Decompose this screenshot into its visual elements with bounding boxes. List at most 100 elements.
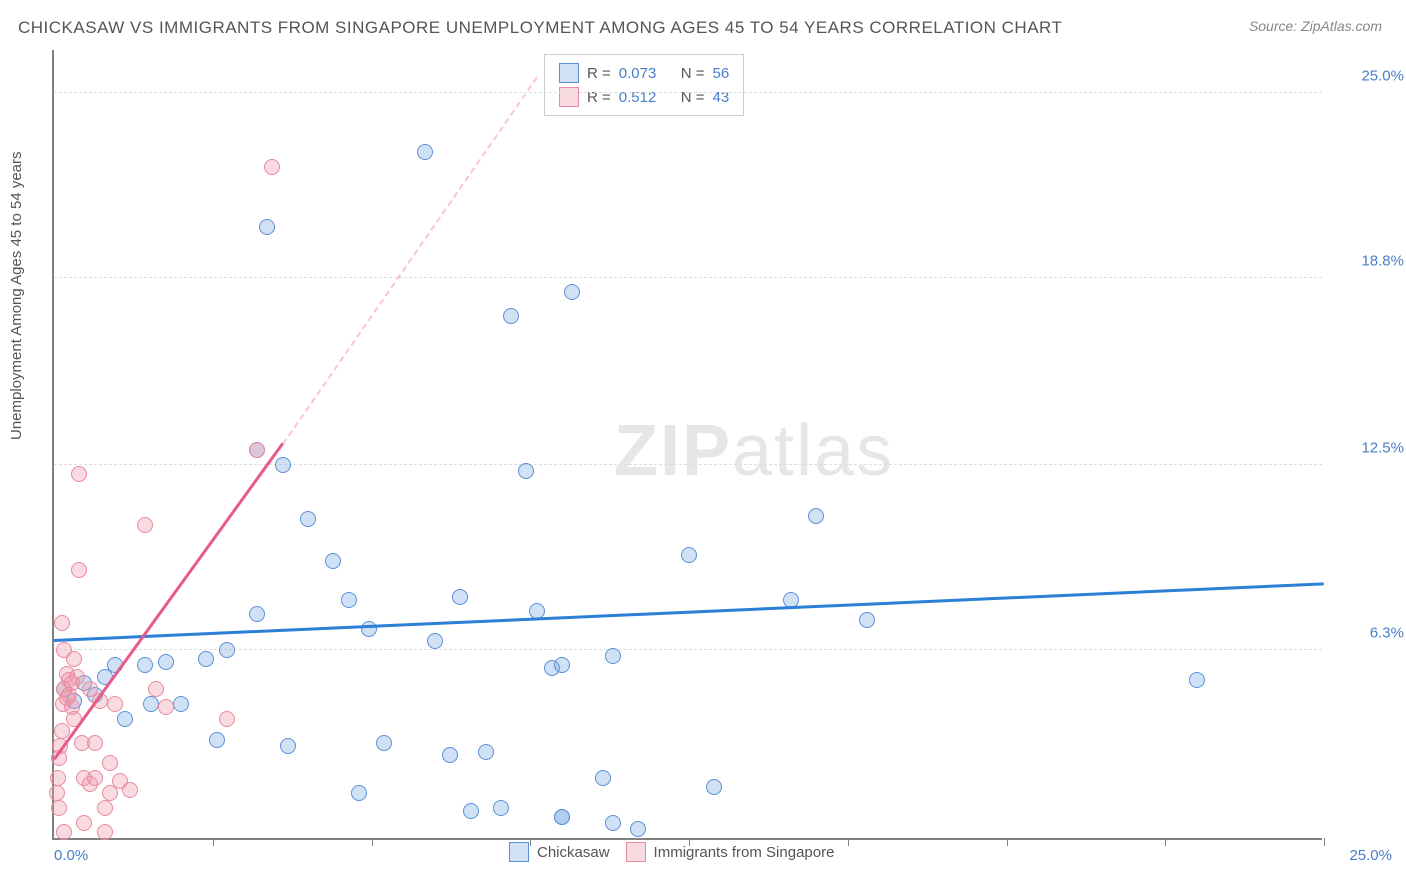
grid-line-h [54, 277, 1322, 278]
x-tick-mark [1165, 838, 1166, 846]
trend-line [54, 582, 1324, 641]
scatter-point [137, 517, 153, 533]
scatter-point [463, 803, 479, 819]
scatter-point [478, 744, 494, 760]
scatter-point [554, 809, 570, 825]
scatter-point [117, 711, 133, 727]
scatter-point [605, 648, 621, 664]
scatter-point [554, 657, 570, 673]
scatter-point [51, 800, 67, 816]
scatter-point [503, 308, 519, 324]
scatter-point [376, 735, 392, 751]
chart-title: CHICKASAW VS IMMIGRANTS FROM SINGAPORE U… [18, 18, 1062, 38]
scatter-point [605, 815, 621, 831]
scatter-point [76, 815, 92, 831]
x-tick-mark [213, 838, 214, 846]
scatter-point [69, 669, 85, 685]
scatter-point [259, 219, 275, 235]
scatter-point [341, 592, 357, 608]
x-tick-mark [530, 838, 531, 846]
scatter-point [630, 821, 646, 837]
legend-row: R =0.512N =43 [559, 85, 729, 109]
scatter-point [148, 681, 164, 697]
scatter-point [158, 699, 174, 715]
grid-line-h [54, 649, 1322, 650]
scatter-point [300, 511, 316, 527]
scatter-point [859, 612, 875, 628]
scatter-point [198, 651, 214, 667]
legend-item: Immigrants from Singapore [626, 842, 835, 862]
watermark-light: atlas [732, 411, 894, 491]
scatter-point [427, 633, 443, 649]
source-attribution: Source: ZipAtlas.com [1249, 18, 1382, 34]
scatter-point [249, 606, 265, 622]
scatter-point [249, 442, 265, 458]
scatter-point [49, 785, 65, 801]
legend-n-label: N = [681, 65, 705, 82]
scatter-point [275, 457, 291, 473]
scatter-point [71, 466, 87, 482]
scatter-point [681, 547, 697, 563]
y-tick-label: 6.3% [1334, 625, 1404, 642]
grid-line-h [54, 464, 1322, 465]
scatter-point [493, 800, 509, 816]
scatter-point [219, 642, 235, 658]
scatter-point [595, 770, 611, 786]
legend-item: Chickasaw [509, 842, 610, 862]
scatter-point [564, 284, 580, 300]
x-tick-mark [689, 838, 690, 846]
scatter-point [209, 732, 225, 748]
legend-r-label: R = [587, 65, 611, 82]
legend-n-value: 56 [713, 65, 730, 82]
trend-line [282, 76, 538, 444]
series-legend: Chickasaw Immigrants from Singapore [509, 842, 834, 862]
watermark: ZIPatlas [614, 410, 894, 492]
scatter-point [808, 508, 824, 524]
correlation-legend: R = 0.073 N = 56 R =0.512N =43 [544, 54, 744, 116]
scatter-point [54, 615, 70, 631]
legend-label: Chickasaw [537, 844, 610, 861]
y-tick-label: 18.8% [1334, 252, 1404, 269]
x-tick-max: 25.0% [1349, 847, 1392, 864]
scatter-point [107, 696, 123, 712]
scatter-point [158, 654, 174, 670]
x-tick-mark [1324, 838, 1325, 846]
legend-swatch [509, 842, 529, 862]
scatter-point [1189, 672, 1205, 688]
scatter-point [56, 824, 72, 840]
scatter-point [264, 159, 280, 175]
scatter-point [325, 553, 341, 569]
scatter-point [143, 696, 159, 712]
scatter-point [122, 782, 138, 798]
scatter-point [66, 651, 82, 667]
y-tick-label: 25.0% [1334, 67, 1404, 84]
y-tick-label: 12.5% [1334, 440, 1404, 457]
legend-label: Immigrants from Singapore [654, 844, 835, 861]
scatter-point [71, 562, 87, 578]
legend-swatch [626, 842, 646, 862]
scatter-point [351, 785, 367, 801]
scatter-point [97, 800, 113, 816]
scatter-point [452, 589, 468, 605]
scatter-point [50, 770, 66, 786]
legend-swatch [559, 87, 579, 107]
scatter-point [442, 747, 458, 763]
x-tick-mark [848, 838, 849, 846]
x-tick-origin: 0.0% [54, 847, 88, 864]
legend-swatch [559, 63, 579, 83]
scatter-plot-area: ZIPatlas R =0.073N =56R =0.512N =43 Chic… [52, 50, 1322, 840]
scatter-point [417, 144, 433, 160]
scatter-point [280, 738, 296, 754]
y-axis-label: Unemployment Among Ages 45 to 54 years [8, 151, 25, 440]
scatter-point [97, 824, 113, 840]
scatter-point [54, 723, 70, 739]
legend-r-value: 0.073 [619, 65, 673, 82]
scatter-point [706, 779, 722, 795]
scatter-point [173, 696, 189, 712]
grid-line-h [54, 92, 1322, 93]
legend-row: R = 0.073 N = 56 [559, 61, 729, 85]
scatter-point [137, 657, 153, 673]
scatter-point [87, 770, 103, 786]
scatter-point [518, 463, 534, 479]
scatter-point [219, 711, 235, 727]
